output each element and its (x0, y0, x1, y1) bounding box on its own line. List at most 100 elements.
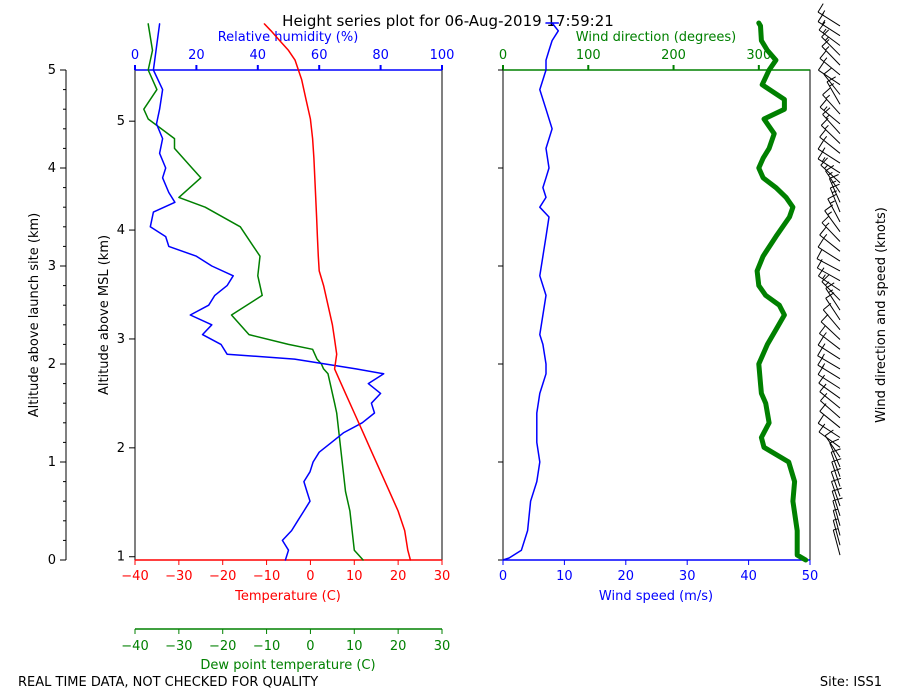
wind-barb-half-flag (821, 343, 826, 349)
wind-barb-flag (820, 157, 828, 166)
wind-barb-staff (822, 114, 841, 135)
wind-barb-staff (821, 281, 841, 301)
wind-barb-flag (817, 3, 824, 13)
wind-barb-flag (823, 67, 832, 75)
wind-barb-flag (816, 249, 823, 259)
wind-barb-flag (822, 107, 831, 115)
wind-direction-tick-label: 100 (576, 48, 601, 63)
inner-altitude-tick-label: 1 (117, 550, 125, 565)
outer-altitude-tick-label: 5 (48, 63, 56, 78)
wind-barb-half-flag (821, 19, 826, 25)
wind-barb-label: Wind direction and speed (knots) (874, 207, 889, 423)
wind-barb-flag (831, 458, 842, 463)
dewpoint-tick-label: 20 (390, 639, 407, 654)
wind-speed-tick-label: 20 (618, 569, 635, 584)
wind-direction-series-line (754, 20, 809, 563)
wind-barb-flag (819, 226, 827, 236)
wind-barb-flag (821, 215, 830, 224)
outer-altitude-tick-label: 2 (48, 357, 56, 372)
wind-barb-flag (824, 429, 834, 437)
wind-barb-staff (828, 178, 841, 203)
temperature-axis-label: Temperature (C) (234, 589, 341, 604)
wind-barb-flag (817, 336, 824, 346)
wind-barb-half-flag (823, 233, 828, 239)
wind-barb-flag (818, 21, 826, 31)
wind-barb-half-flag (824, 164, 829, 169)
wind-barb-staff (832, 510, 841, 536)
wind-barb-staff (830, 452, 841, 477)
wind-barb-staff (822, 309, 841, 331)
wind-barb-staff (820, 400, 841, 419)
wind-barb-staff (826, 81, 841, 105)
wind-barb-flag (821, 29, 830, 38)
dewpoint-tick-label: −10 (253, 639, 280, 654)
wind-barb-flag (819, 325, 826, 334)
wind-barb-staff (818, 29, 841, 46)
wind-barb-half-flag (824, 36, 830, 41)
wind-barb-staff (817, 422, 841, 438)
chart-title: Height series plot for 06-Aug-2019 17:59… (282, 12, 614, 30)
wind-barb-staff (817, 344, 841, 360)
rh-tick-label: 100 (430, 48, 455, 63)
wind-barb-half-flag (825, 94, 831, 99)
wind-barb-staff (820, 321, 841, 340)
wind-barb-half-flag (831, 190, 837, 194)
wind-barb-flag (831, 468, 841, 473)
wind-barb-staff (817, 158, 841, 174)
wind-barb-flag (818, 423, 826, 433)
wind-barb-half-flag (822, 28, 827, 34)
dewpoint-tick-label: 10 (346, 639, 363, 654)
wind-barb-staff (816, 258, 841, 272)
rh-tick-label: 20 (188, 48, 205, 63)
wind-barb-staff (825, 297, 841, 321)
wind-barb-staff (832, 500, 841, 526)
wind-barb-half-flag (824, 124, 829, 130)
wind-barb-staff (818, 382, 841, 399)
inner-altitude-tick-label: 3 (117, 332, 125, 347)
wind-barb-flag (832, 487, 842, 492)
rh-tick-label: 80 (372, 48, 389, 63)
wind-barb-flag (831, 477, 842, 482)
wind-barb-staff (824, 210, 841, 232)
temperature-tick-label: −40 (121, 569, 148, 584)
wind-barbs (816, 3, 843, 556)
wind-barb-flag (829, 438, 840, 444)
temperature-tick-label: 0 (306, 569, 314, 584)
wind-barb-staff (825, 288, 841, 311)
wind-barb-half-flag (821, 353, 825, 359)
wind-barb-staff (823, 73, 841, 95)
wind-barb-staff (817, 364, 841, 380)
wind-direction-tick-label: 300 (746, 48, 771, 63)
wind-barb-staff (819, 106, 841, 125)
temperature-tick-label: −30 (165, 569, 192, 584)
left-panel: Altitude above launch site (km) Altitude… (27, 23, 455, 673)
wind-barb-staff (821, 36, 841, 56)
wind-barb-half-flag (823, 135, 828, 141)
wind-barb-flag (819, 50, 827, 59)
wind-barb-staff (819, 333, 841, 350)
dewpoint-series-line (143, 23, 364, 561)
rh-tick-label: 60 (311, 48, 328, 63)
wind-speed-tick-label: 40 (740, 569, 757, 584)
outer-altitude-axis-label: Altitude above launch site (km) (27, 213, 42, 417)
wind-barb-half-flag (829, 200, 835, 204)
outer-altitude-tick-label: 1 (48, 455, 56, 470)
wind-speed-tick-label: 30 (679, 569, 696, 584)
temperature-tick-label: 20 (390, 569, 407, 584)
wind-barb-flag (818, 374, 826, 384)
wind-barb-staff (819, 234, 841, 252)
dewpoint-tick-label: 0 (306, 639, 314, 654)
inner-altitude-tick-label: 5 (117, 114, 125, 129)
wind-barb-flag (817, 414, 825, 424)
wind-barb-staff (831, 481, 841, 507)
wind-barb-staff (820, 164, 841, 184)
wind-barb-flag (817, 238, 824, 248)
wind-barb-half-flag (822, 332, 827, 337)
wind-barb-flag (819, 383, 827, 393)
wind-barb-half-flag (825, 46, 830, 51)
wind-barb-staff (832, 529, 841, 556)
dewpoint-tick-label: −30 (165, 639, 192, 654)
wind-barb-staff (817, 148, 841, 164)
wind-barb-staff (819, 58, 841, 76)
wind-barb-flag (830, 183, 840, 189)
